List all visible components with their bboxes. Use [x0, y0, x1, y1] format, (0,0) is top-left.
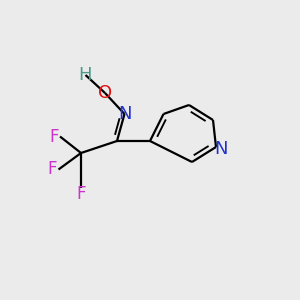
- Text: F: F: [48, 160, 57, 178]
- Text: N: N: [118, 105, 131, 123]
- Text: F: F: [76, 185, 86, 203]
- Text: F: F: [50, 128, 59, 146]
- Text: H: H: [79, 66, 92, 84]
- Text: N: N: [215, 140, 228, 158]
- Text: O: O: [98, 84, 112, 102]
